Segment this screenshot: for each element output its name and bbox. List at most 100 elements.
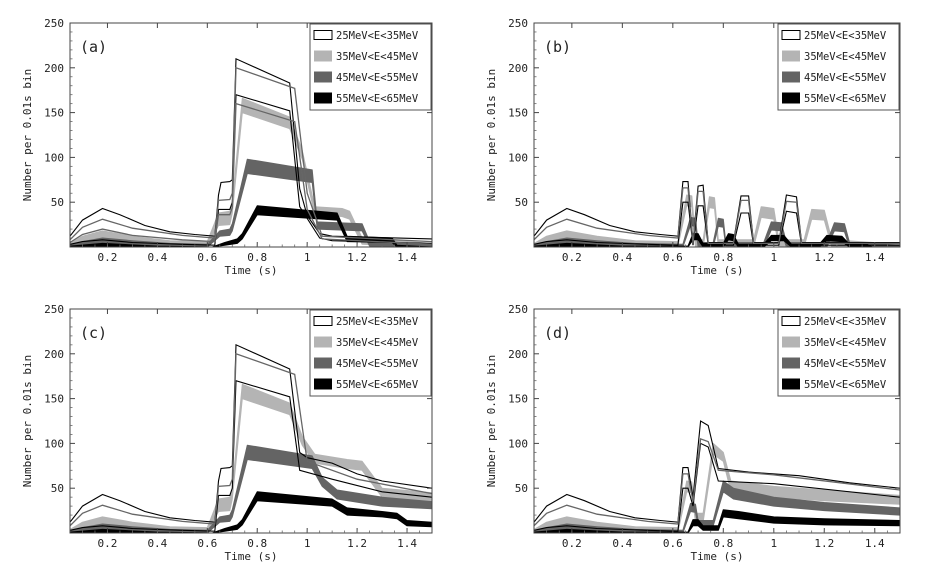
legend-entry: 25MeV<E<35MeV <box>336 30 419 42</box>
y-tick-label: 250 <box>44 17 64 30</box>
x-tick-label: 0.6 <box>197 537 217 550</box>
legend-entry: 45MeV<E<55MeV <box>804 358 887 370</box>
series-line-upper-0 <box>534 420 900 523</box>
series-line-4 <box>70 352 432 527</box>
x-tick-label: 0.8 <box>713 251 733 264</box>
legend-swatch <box>313 30 333 40</box>
legend-entry: 35MeV<E<45MeV <box>804 337 887 349</box>
y-tick-label: 150 <box>44 393 64 406</box>
y-tick-label: 100 <box>508 151 528 164</box>
panel-label: (b) <box>544 38 571 56</box>
legend-entry: 25MeV<E<35MeV <box>804 30 887 42</box>
series-line-lower-0 <box>534 201 900 246</box>
plot-area <box>534 181 900 247</box>
y-tick-label: 150 <box>508 393 528 406</box>
legend-swatch <box>782 92 800 104</box>
x-tick-label: 1 <box>770 251 777 264</box>
legend-swatch <box>314 50 332 62</box>
x-tick-label: 1.4 <box>865 537 885 550</box>
y-tick-label: 200 <box>508 348 528 361</box>
plot-frame <box>69 308 433 534</box>
series-line-upper-0 <box>70 343 432 523</box>
y-tick-label: 100 <box>44 151 64 164</box>
legend-entry: 35MeV<E<45MeV <box>336 51 419 63</box>
y-axis-label: Number per 0.01s bin <box>485 355 498 487</box>
panel-label: (c) <box>80 324 107 342</box>
y-tick-label: 100 <box>44 437 64 450</box>
y-tick-label: 200 <box>44 62 64 75</box>
panel-label: (a) <box>80 38 107 56</box>
panel-a: 0.2 0.4 0.6 0.8 1 1.2 1.4 50 100 150 200 250 Time (s… <box>21 17 433 277</box>
y-tick-label: 150 <box>508 107 528 120</box>
x-axis-label: Time (s) <box>225 550 278 563</box>
x-axis-label: Time (s) <box>691 550 744 563</box>
panel-c: 0.2 0.4 0.6 0.8 1 1.2 1.4 50 100 150 200 250 Time (s… <box>21 303 433 563</box>
legend: 25MeV<E<35MeV 35MeV<E<45MeV 45MeV<E<55MeV 5… <box>777 309 900 397</box>
y-tick-label: 200 <box>508 62 528 75</box>
series-band-3 <box>70 491 432 533</box>
x-tick-label: 0.6 <box>197 251 217 264</box>
legend-entry: 25MeV<E<35MeV <box>336 316 419 328</box>
legend-entry: 55MeV<E<65MeV <box>804 93 887 105</box>
x-tick-label: 0.4 <box>147 251 167 264</box>
legend-swatch <box>782 357 800 369</box>
series-line-lower-0 <box>534 442 900 532</box>
plot-frame <box>533 22 901 248</box>
series-line-lower-0 <box>70 379 432 532</box>
legend: 25MeV<E<35MeV 35MeV<E<45MeV 45MeV<E<55MeV 5… <box>777 23 900 111</box>
x-tick-label: 1 <box>304 251 311 264</box>
x-tick-label: 0.2 <box>98 251 118 264</box>
legend-entry: 35MeV<E<45MeV <box>804 51 887 63</box>
legend-entry: 55MeV<E<65MeV <box>804 379 887 391</box>
legend-entry: 55MeV<E<65MeV <box>336 93 419 105</box>
legend-entry: 45MeV<E<55MeV <box>336 358 419 370</box>
x-tick-label: 0.4 <box>612 537 632 550</box>
legend-entry: 45MeV<E<55MeV <box>804 72 887 84</box>
legend-swatch <box>314 336 332 348</box>
series-line-5 <box>70 102 432 245</box>
x-tick-label: 1.4 <box>397 537 417 550</box>
panel-d: 0.2 0.4 0.6 0.8 1 1.2 1.4 50 100 150 200 250 Time (s… <box>485 303 901 563</box>
x-tick-label: 1.2 <box>814 537 834 550</box>
series-band-3 <box>534 509 900 533</box>
series-line-lower-0 <box>70 93 432 246</box>
x-tick-label: 1 <box>304 537 311 550</box>
x-tick-label: 0.2 <box>562 251 582 264</box>
x-tick-label: 0.8 <box>247 251 267 264</box>
x-tick-label: 0.8 <box>713 537 733 550</box>
panel-label: (d) <box>544 324 571 342</box>
x-axis-label: Time (s) <box>225 264 278 277</box>
legend-swatch <box>314 357 332 369</box>
y-tick-label: 50 <box>51 482 64 495</box>
legend-entry: 25MeV<E<35MeV <box>804 316 887 328</box>
x-tick-label: 0.2 <box>562 537 582 550</box>
series-line-4 <box>534 187 900 245</box>
x-tick-label: 1.2 <box>814 251 834 264</box>
x-tick-label: 1.4 <box>865 251 885 264</box>
legend-swatch <box>782 71 800 83</box>
y-axis-label: Number per 0.01s bin <box>485 69 498 201</box>
legend: 25MeV<E<35MeV 35MeV<E<45MeV 45MeV<E<55MeV 5… <box>309 309 432 397</box>
plot-area <box>534 420 900 533</box>
y-tick-label: 50 <box>515 482 528 495</box>
legend-swatch <box>782 50 800 62</box>
y-tick-label: 150 <box>44 107 64 120</box>
y-tick-label: 250 <box>508 17 528 30</box>
x-tick-label: 1.4 <box>397 251 417 264</box>
x-tick-label: 0.4 <box>612 251 632 264</box>
x-tick-label: 1.2 <box>347 537 367 550</box>
legend-swatch <box>313 316 333 326</box>
y-axis-label: Number per 0.01s bin <box>21 69 34 201</box>
x-tick-label: 0.8 <box>247 537 267 550</box>
x-axis-label: Time (s) <box>691 264 744 277</box>
legend: 25MeV<E<35MeV 35MeV<E<45MeV 45MeV<E<55MeV 5… <box>309 23 432 111</box>
series-line-4 <box>534 438 900 527</box>
series-band-2 <box>534 480 900 533</box>
x-tick-label: 1 <box>770 537 777 550</box>
legend-entry: 55MeV<E<65MeV <box>336 379 419 391</box>
legend-entry: 35MeV<E<45MeV <box>336 337 419 349</box>
y-tick-label: 50 <box>51 196 64 209</box>
y-tick-label: 200 <box>44 348 64 361</box>
y-tick-label: 100 <box>508 437 528 450</box>
plot-frame <box>533 308 901 534</box>
